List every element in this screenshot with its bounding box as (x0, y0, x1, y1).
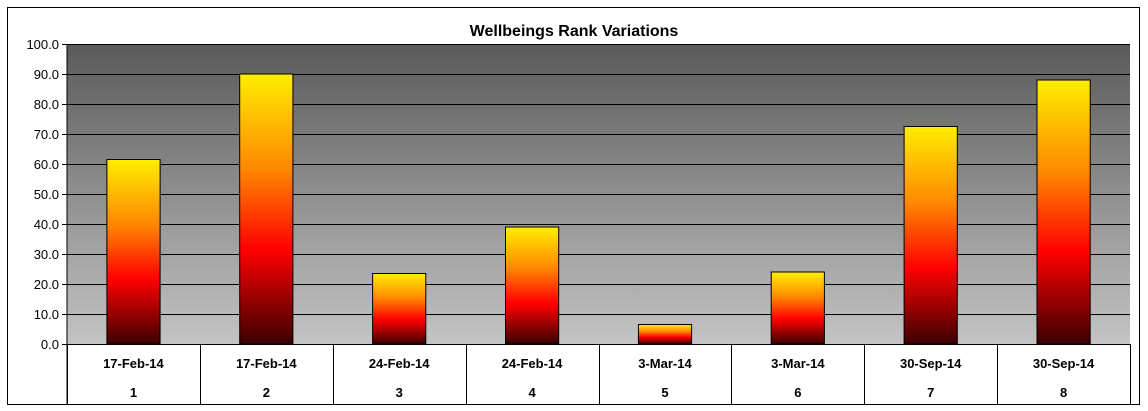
y-tick-label: 60.0 (34, 157, 59, 172)
bar (637, 324, 693, 345)
x-tick-label-date: 17-Feb-14 (103, 356, 164, 371)
bar (372, 273, 427, 345)
bar (106, 159, 161, 345)
bar (1036, 79, 1091, 345)
bar (239, 73, 294, 345)
x-tick-label-index: 4 (528, 385, 536, 400)
chart-title: Wellbeings Rank Variations (470, 23, 679, 40)
x-tick-label-date: 30-Sep-14 (900, 356, 962, 371)
x-tick-label-date: 30-Sep-14 (1033, 356, 1095, 371)
bars (106, 73, 1091, 345)
x-tick-label-date: 3-Mar-14 (638, 356, 692, 371)
x-tick-label-index: 6 (794, 385, 801, 400)
y-tick-label: 50.0 (34, 187, 59, 202)
x-tick-label-date: 3-Mar-14 (771, 356, 825, 371)
y-tick-label: 10.0 (34, 307, 59, 322)
y-tick-label: 70.0 (34, 127, 59, 142)
x-tick-label-date: 24-Feb-14 (369, 356, 430, 371)
x-tick-label-index: 7 (927, 385, 934, 400)
x-tick-label-date: 17-Feb-14 (236, 356, 297, 371)
x-tick-label-date: 24-Feb-14 (502, 356, 563, 371)
y-tick-label: 20.0 (34, 277, 59, 292)
bar (505, 226, 560, 345)
x-tick-label-index: 3 (396, 385, 403, 400)
x-axis-categories: 17-Feb-14 1 17-Feb-14 2 24-Feb-14 3 24-Feb-14 4… (67, 344, 1131, 404)
y-tick-label: 0.0 (41, 337, 59, 352)
y-tick-label: 40.0 (34, 217, 59, 232)
y-tick-label: 100.0 (26, 37, 59, 52)
y-axis-ticks: 0.0 10.0 20.0 30.0 40.0 50.0 60.0 70.0 80.0 90.0 1… (26, 37, 67, 352)
x-tick-label-index: 8 (1060, 385, 1067, 400)
bar (770, 271, 825, 345)
y-tick-label: 90.0 (34, 67, 59, 82)
y-tick-label: 30.0 (34, 247, 59, 262)
bar (903, 126, 958, 345)
x-tick-label-index: 1 (130, 385, 137, 400)
x-tick-label-index: 2 (263, 385, 270, 400)
x-tick-label-index: 5 (661, 385, 668, 400)
y-tick-label: 80.0 (34, 97, 59, 112)
